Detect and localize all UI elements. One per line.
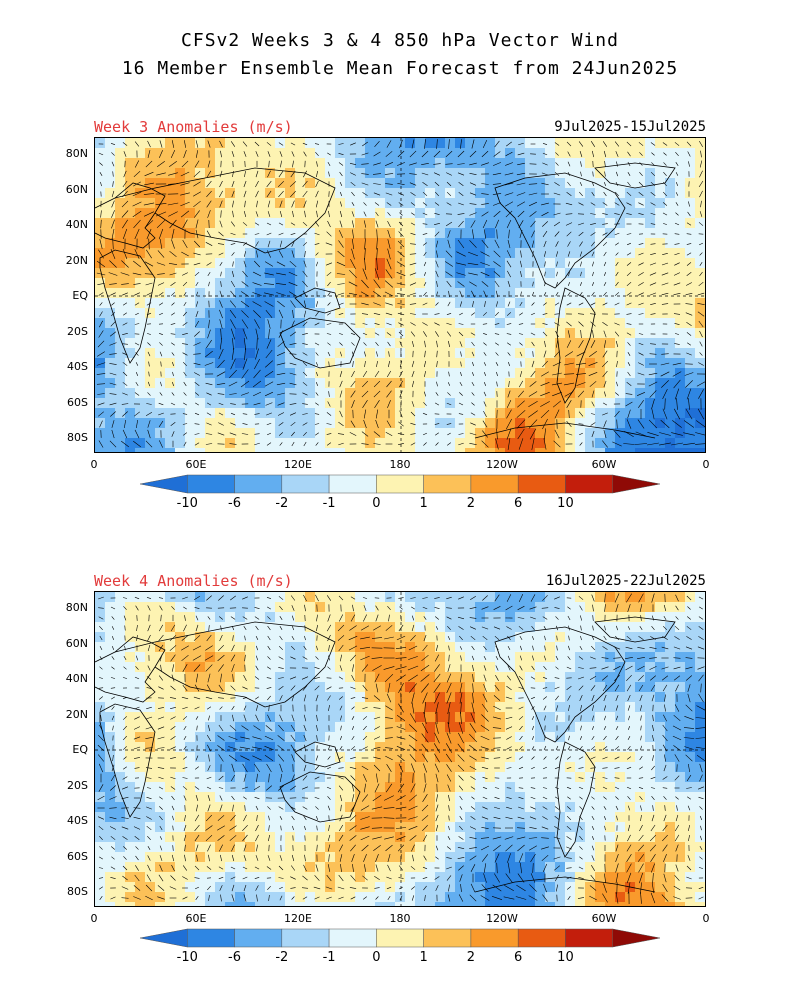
map-week3-svg bbox=[95, 138, 705, 452]
chart-title-line2: 16 Member Ensemble Mean Forecast from 24… bbox=[121, 58, 679, 79]
map-week4-lon-label: 60E bbox=[185, 912, 207, 925]
map-week3-lat-label: 40N bbox=[65, 218, 88, 231]
colorbar-week4-swatch bbox=[612, 928, 661, 948]
map-week3-lat-label: 20S bbox=[67, 324, 88, 338]
map-week4-lon-label: 0 bbox=[90, 912, 98, 925]
colorbar-week3-swatch bbox=[612, 474, 661, 494]
colorbar-week3-tick-label: -1 bbox=[322, 496, 336, 511]
colorbar-week3-swatch bbox=[139, 474, 188, 494]
map-week4-lat-label: 20N bbox=[65, 707, 88, 721]
map-week3-lon-label: 60W bbox=[591, 458, 617, 471]
colorbar-week3-swatch bbox=[328, 474, 377, 494]
panel-week3-label: Week 3 Anomalies (m/s) bbox=[94, 118, 293, 136]
map-week4-svg bbox=[95, 592, 705, 906]
colorbar-week3-tick-label: -6 bbox=[228, 496, 242, 511]
colorbar-week3-swatch bbox=[565, 474, 613, 494]
map-week3-lat-label: EQ bbox=[72, 289, 88, 302]
map-week4-lon-label: 120W bbox=[486, 912, 518, 925]
map-week4-wind-vectors bbox=[97, 593, 705, 905]
colorbar-week4-tick-label: -6 bbox=[228, 950, 242, 965]
colorbar-week4-swatch bbox=[234, 928, 283, 948]
map-week3-lon-label: 0 bbox=[90, 458, 98, 471]
colorbar-week4 bbox=[139, 928, 661, 948]
map-week3-lon-label: 180 bbox=[389, 458, 411, 471]
map-week3-lat-label: 80S bbox=[67, 431, 88, 444]
map-week3-wind-vectors bbox=[96, 139, 705, 450]
map-week4-lat-label: 80N bbox=[65, 601, 88, 614]
colorbar-week3-swatch bbox=[470, 474, 519, 494]
colorbar-week3-swatch bbox=[376, 474, 424, 494]
colorbar-week4-swatch bbox=[139, 928, 188, 948]
colorbar-week4-swatch bbox=[376, 928, 424, 948]
colorbar-week3-swatch bbox=[517, 474, 566, 494]
map-week4-lat-label: 40S bbox=[67, 814, 88, 827]
map-week4-lon-label: 120E bbox=[284, 912, 312, 925]
colorbar-week4-tick-label: -1 bbox=[322, 950, 336, 965]
panel-week3-dates: 9Jul2025-15Jul2025 bbox=[554, 119, 706, 135]
map-week4-lon-label: 0 bbox=[702, 912, 710, 925]
colorbar-week3-tick-label: 2 bbox=[466, 496, 476, 511]
colorbar-week3-swatch bbox=[187, 474, 235, 494]
map-week4-lat-label: 40N bbox=[65, 672, 88, 685]
panel-week4-dates: 16Jul2025-22Jul2025 bbox=[545, 573, 706, 589]
colorbar-week4-swatch bbox=[470, 928, 519, 948]
colorbar-week4-svg bbox=[139, 928, 661, 948]
map-week4-coastlines bbox=[95, 616, 676, 893]
map-week4-lon-label: 60W bbox=[591, 912, 617, 925]
map-week3-lat-label: 40S bbox=[67, 360, 88, 373]
colorbar-week4-tick-label: -2 bbox=[275, 950, 289, 965]
colorbar-week3-tick-label: 6 bbox=[514, 496, 523, 511]
colorbar-week3-tick-label: 1 bbox=[419, 496, 428, 511]
map-week4-lat-label: EQ bbox=[72, 743, 88, 756]
map-week4-lat-label: 80S bbox=[67, 885, 88, 898]
colorbar-week4-swatch bbox=[328, 928, 377, 948]
colorbar-week4-swatch bbox=[565, 928, 613, 948]
map-week4-lon-label: 180 bbox=[389, 912, 411, 925]
colorbar-week3-tick-label: 10 bbox=[557, 496, 574, 511]
colorbar-week4-swatch bbox=[423, 928, 472, 948]
colorbar-week3-swatch bbox=[234, 474, 283, 494]
map-week4 bbox=[94, 591, 706, 907]
colorbar-week3-tick-label: -10 bbox=[176, 496, 198, 511]
colorbar-week3-svg bbox=[139, 474, 661, 494]
colorbar-week4-tick-label: 2 bbox=[466, 950, 476, 965]
colorbar-week3-tick-label: -2 bbox=[275, 496, 289, 511]
colorbar-week4-swatch bbox=[517, 928, 566, 948]
map-week3-lon-label: 120W bbox=[486, 458, 518, 471]
map-week3-lon-label: 60E bbox=[185, 458, 207, 471]
map-week4-lat-label: 60S bbox=[67, 849, 88, 863]
map-week3-lon-label: 0 bbox=[702, 458, 710, 471]
map-week3-anomaly-shading bbox=[95, 138, 705, 452]
colorbar-week4-tick-label: 6 bbox=[514, 950, 523, 965]
colorbar-week4-swatch bbox=[187, 928, 235, 948]
map-week3 bbox=[94, 137, 706, 453]
map-week3-lat-label: 80N bbox=[65, 147, 88, 160]
colorbar-week4-tick-label: 0 bbox=[372, 950, 381, 965]
panel-week4-label: Week 4 Anomalies (m/s) bbox=[94, 572, 293, 590]
map-week3-lat-label: 60S bbox=[67, 395, 88, 409]
map-week4-lat-label: 20S bbox=[67, 778, 88, 792]
colorbar-week4-tick-label: -10 bbox=[176, 950, 198, 965]
colorbar-week4-tick-label: 1 bbox=[419, 950, 428, 965]
colorbar-week3-swatch bbox=[423, 474, 472, 494]
colorbar-week3-tick-label: 0 bbox=[372, 496, 381, 511]
map-week3-lat-label: 60N bbox=[65, 182, 88, 196]
colorbar-week4-swatch bbox=[281, 928, 330, 948]
colorbar-week3 bbox=[139, 474, 661, 494]
map-week4-anomaly-shading bbox=[95, 592, 705, 906]
colorbar-week3-swatch bbox=[281, 474, 330, 494]
colorbar-week4-tick-label: 10 bbox=[557, 950, 574, 965]
map-week3-lon-label: 120E bbox=[284, 458, 312, 471]
map-week4-lat-label: 60N bbox=[65, 636, 88, 650]
map-week3-lat-label: 20N bbox=[65, 253, 88, 267]
chart-title-line1: CFSv2 Weeks 3 & 4 850 hPa Vector Wind bbox=[181, 30, 619, 51]
